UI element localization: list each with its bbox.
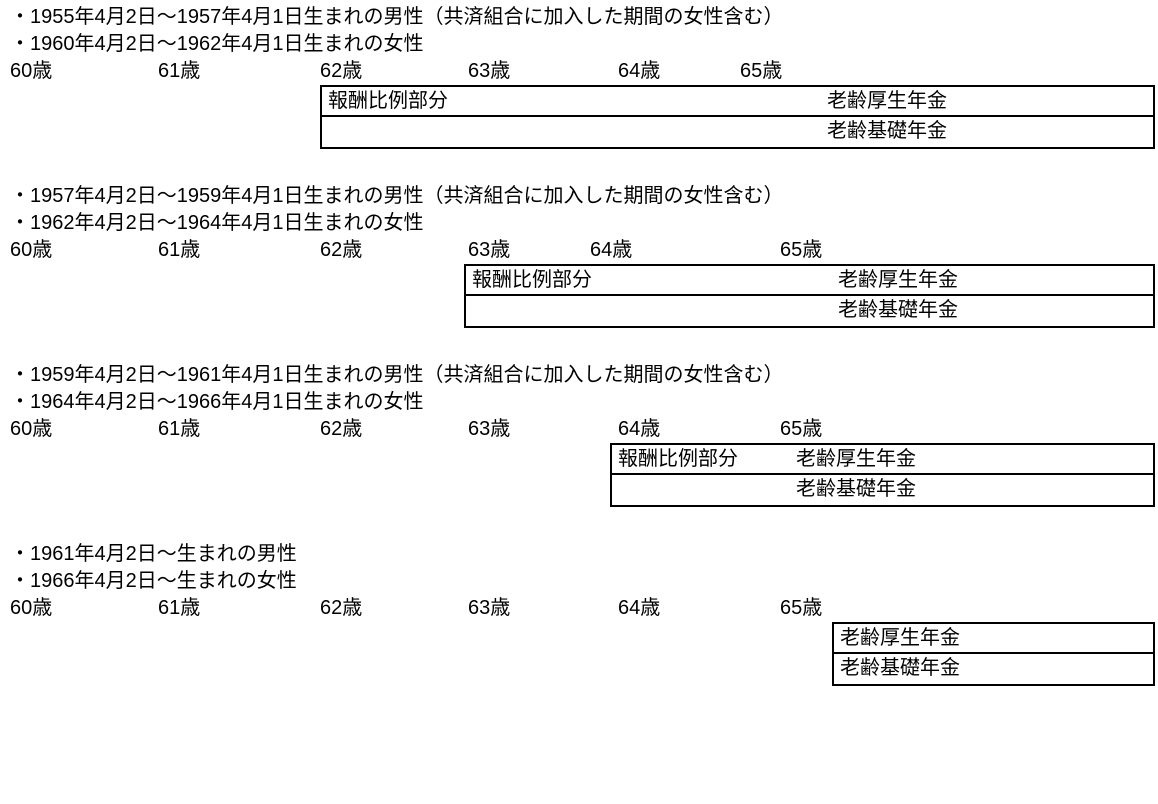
age-tick: 65歳 bbox=[780, 416, 822, 443]
age-axis: 60歳 61歳 62歳 63歳 64歳 65歳 bbox=[10, 595, 1148, 622]
age-tick: 62歳 bbox=[320, 416, 362, 443]
group-description-line: ・1962年4月2日～1964年4月1日生まれの女性 bbox=[10, 210, 1148, 237]
bar-proportional: 報酬比例部分 bbox=[464, 264, 834, 296]
group-description-line: ・1961年4月2日～生まれの男性 bbox=[10, 541, 1148, 568]
pension-bars: 報酬比例部分老齢厚生年金老齢基礎年金 bbox=[10, 443, 1148, 505]
pension-bars: 老齢厚生年金老齢基礎年金 bbox=[10, 622, 1148, 684]
pension-bars: 報酬比例部分老齢厚生年金老齢基礎年金 bbox=[10, 264, 1148, 326]
bar-proportional: 報酬比例部分 bbox=[610, 443, 792, 475]
bar-employees-pension: 老齢厚生年金 bbox=[832, 264, 1155, 296]
bar-employees-pension: 老齢厚生年金 bbox=[790, 443, 1155, 475]
bar-basic-pension: 老齢基礎年金 bbox=[832, 654, 1155, 686]
group-description-line: ・1966年4月2日～生まれの女性 bbox=[10, 568, 1148, 595]
age-tick: 64歳 bbox=[618, 416, 660, 443]
pension-bars: 報酬比例部分老齢厚生年金老齢基礎年金 bbox=[10, 85, 1148, 147]
age-tick: 60歳 bbox=[10, 416, 52, 443]
bar-empty bbox=[610, 475, 792, 507]
pension-group: ・1957年4月2日～1959年4月1日生まれの男性（共済組合に加入した期間の女… bbox=[10, 183, 1148, 326]
age-tick: 65歳 bbox=[740, 58, 782, 85]
group-description-line: ・1964年4月2日～1966年4月1日生まれの女性 bbox=[10, 389, 1148, 416]
age-tick: 63歳 bbox=[468, 595, 510, 622]
age-tick: 64歳 bbox=[590, 237, 632, 264]
bar-empty bbox=[320, 117, 823, 149]
age-tick: 60歳 bbox=[10, 237, 52, 264]
age-tick: 61歳 bbox=[158, 237, 200, 264]
age-tick: 64歳 bbox=[618, 58, 660, 85]
group-description-line: ・1959年4月2日～1961年4月1日生まれの男性（共済組合に加入した期間の女… bbox=[10, 362, 1148, 389]
bar-basic-pension: 老齢基礎年金 bbox=[832, 296, 1155, 328]
bar-basic-pension: 老齢基礎年金 bbox=[821, 117, 1155, 149]
age-tick: 64歳 bbox=[618, 595, 660, 622]
age-tick: 63歳 bbox=[468, 416, 510, 443]
age-axis: 60歳 61歳 62歳 63歳 64歳 65歳 bbox=[10, 416, 1148, 443]
age-tick: 62歳 bbox=[320, 58, 362, 85]
bar-proportional: 報酬比例部分 bbox=[320, 85, 823, 117]
age-tick: 61歳 bbox=[158, 595, 200, 622]
age-tick: 60歳 bbox=[10, 58, 52, 85]
age-tick: 60歳 bbox=[10, 595, 52, 622]
age-tick: 63歳 bbox=[468, 237, 510, 264]
age-tick: 61歳 bbox=[158, 58, 200, 85]
group-description-line: ・1957年4月2日～1959年4月1日生まれの男性（共済組合に加入した期間の女… bbox=[10, 183, 1148, 210]
pension-group: ・1955年4月2日～1957年4月1日生まれの男性（共済組合に加入した期間の女… bbox=[10, 4, 1148, 147]
bar-empty bbox=[464, 296, 834, 328]
age-tick: 63歳 bbox=[468, 58, 510, 85]
pension-group: ・1961年4月2日～生まれの男性・1966年4月2日～生まれの女性60歳 61歳… bbox=[10, 541, 1148, 684]
bar-employees-pension: 老齢厚生年金 bbox=[821, 85, 1155, 117]
age-axis: 60歳 61歳 62歳 63歳 64歳 65歳 bbox=[10, 58, 1148, 85]
age-axis: 60歳 61歳 62歳 63歳 64歳 65歳 bbox=[10, 237, 1148, 264]
age-tick: 61歳 bbox=[158, 416, 200, 443]
pension-group: ・1959年4月2日～1961年4月1日生まれの男性（共済組合に加入した期間の女… bbox=[10, 362, 1148, 505]
age-tick: 65歳 bbox=[780, 237, 822, 264]
group-description-line: ・1960年4月2日～1962年4月1日生まれの女性 bbox=[10, 31, 1148, 58]
age-tick: 62歳 bbox=[320, 237, 362, 264]
age-tick: 65歳 bbox=[780, 595, 822, 622]
bar-employees-pension: 老齢厚生年金 bbox=[832, 622, 1155, 654]
age-tick: 62歳 bbox=[320, 595, 362, 622]
bar-basic-pension: 老齢基礎年金 bbox=[790, 475, 1155, 507]
group-description-line: ・1955年4月2日～1957年4月1日生まれの男性（共済組合に加入した期間の女… bbox=[10, 4, 1148, 31]
